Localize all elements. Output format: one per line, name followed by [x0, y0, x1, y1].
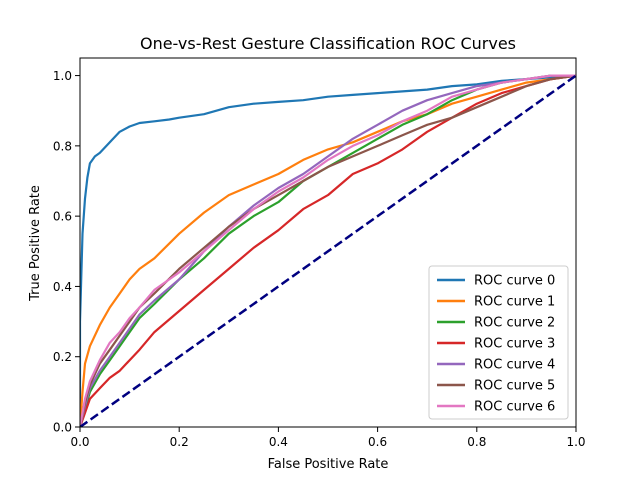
legend-label-6: ROC curve 6 — [474, 400, 555, 415]
plot-area — [80, 74, 576, 427]
x-axis-label: False Positive Rate — [268, 457, 389, 472]
axes: 0.0 0.2 0.4 0.6 0.8 1.0 0.0 0.2 0.4 0.6 0.8 1.0 — [53, 57, 586, 449]
y-tick-label: 0.0 — [53, 421, 72, 435]
y-tick-label: 1.0 — [53, 69, 72, 83]
y-tick-label: 0.6 — [53, 210, 72, 224]
x-tick-label: 0.2 — [170, 435, 189, 449]
curves-group — [80, 74, 576, 427]
chart-title: One-vs-Rest Gesture Classification ROC C… — [140, 34, 516, 53]
legend-label-1: ROC curve 1 — [474, 295, 555, 310]
x-tick-label: 0.8 — [467, 435, 486, 449]
legend-label-0: ROC curve 0 — [474, 274, 555, 289]
roc-curve-0 — [80, 74, 576, 427]
roc-curve-1 — [80, 74, 576, 427]
y-axis-label: True Positive Rate — [28, 185, 43, 302]
legend-label-4: ROC curve 4 — [474, 358, 555, 373]
roc-curve-5 — [80, 74, 576, 427]
x-tick-label: 1.0 — [566, 435, 585, 449]
y-tick-label: 0.2 — [53, 350, 72, 364]
y-tick-label: 0.4 — [53, 280, 72, 294]
legend-label-3: ROC curve 3 — [474, 337, 555, 352]
chance-diagonal-line — [80, 74, 576, 427]
roc-curve-3 — [80, 74, 576, 427]
axes-frame — [79, 57, 577, 428]
roc-curve-4 — [80, 74, 576, 427]
roc-curve-6 — [80, 74, 576, 427]
legend-label-5: ROC curve 5 — [474, 379, 555, 394]
x-tick-label: 0.0 — [70, 435, 89, 449]
y-tick-label: 0.8 — [53, 139, 72, 153]
x-tick-label: 0.4 — [269, 435, 288, 449]
legend-box — [428, 265, 569, 420]
legend: ROC curve 0 ROC curve 1 ROC curve 2 ROC cur… — [428, 265, 569, 420]
legend-label-2: ROC curve 2 — [474, 316, 555, 331]
x-tick-label: 0.6 — [368, 435, 387, 449]
